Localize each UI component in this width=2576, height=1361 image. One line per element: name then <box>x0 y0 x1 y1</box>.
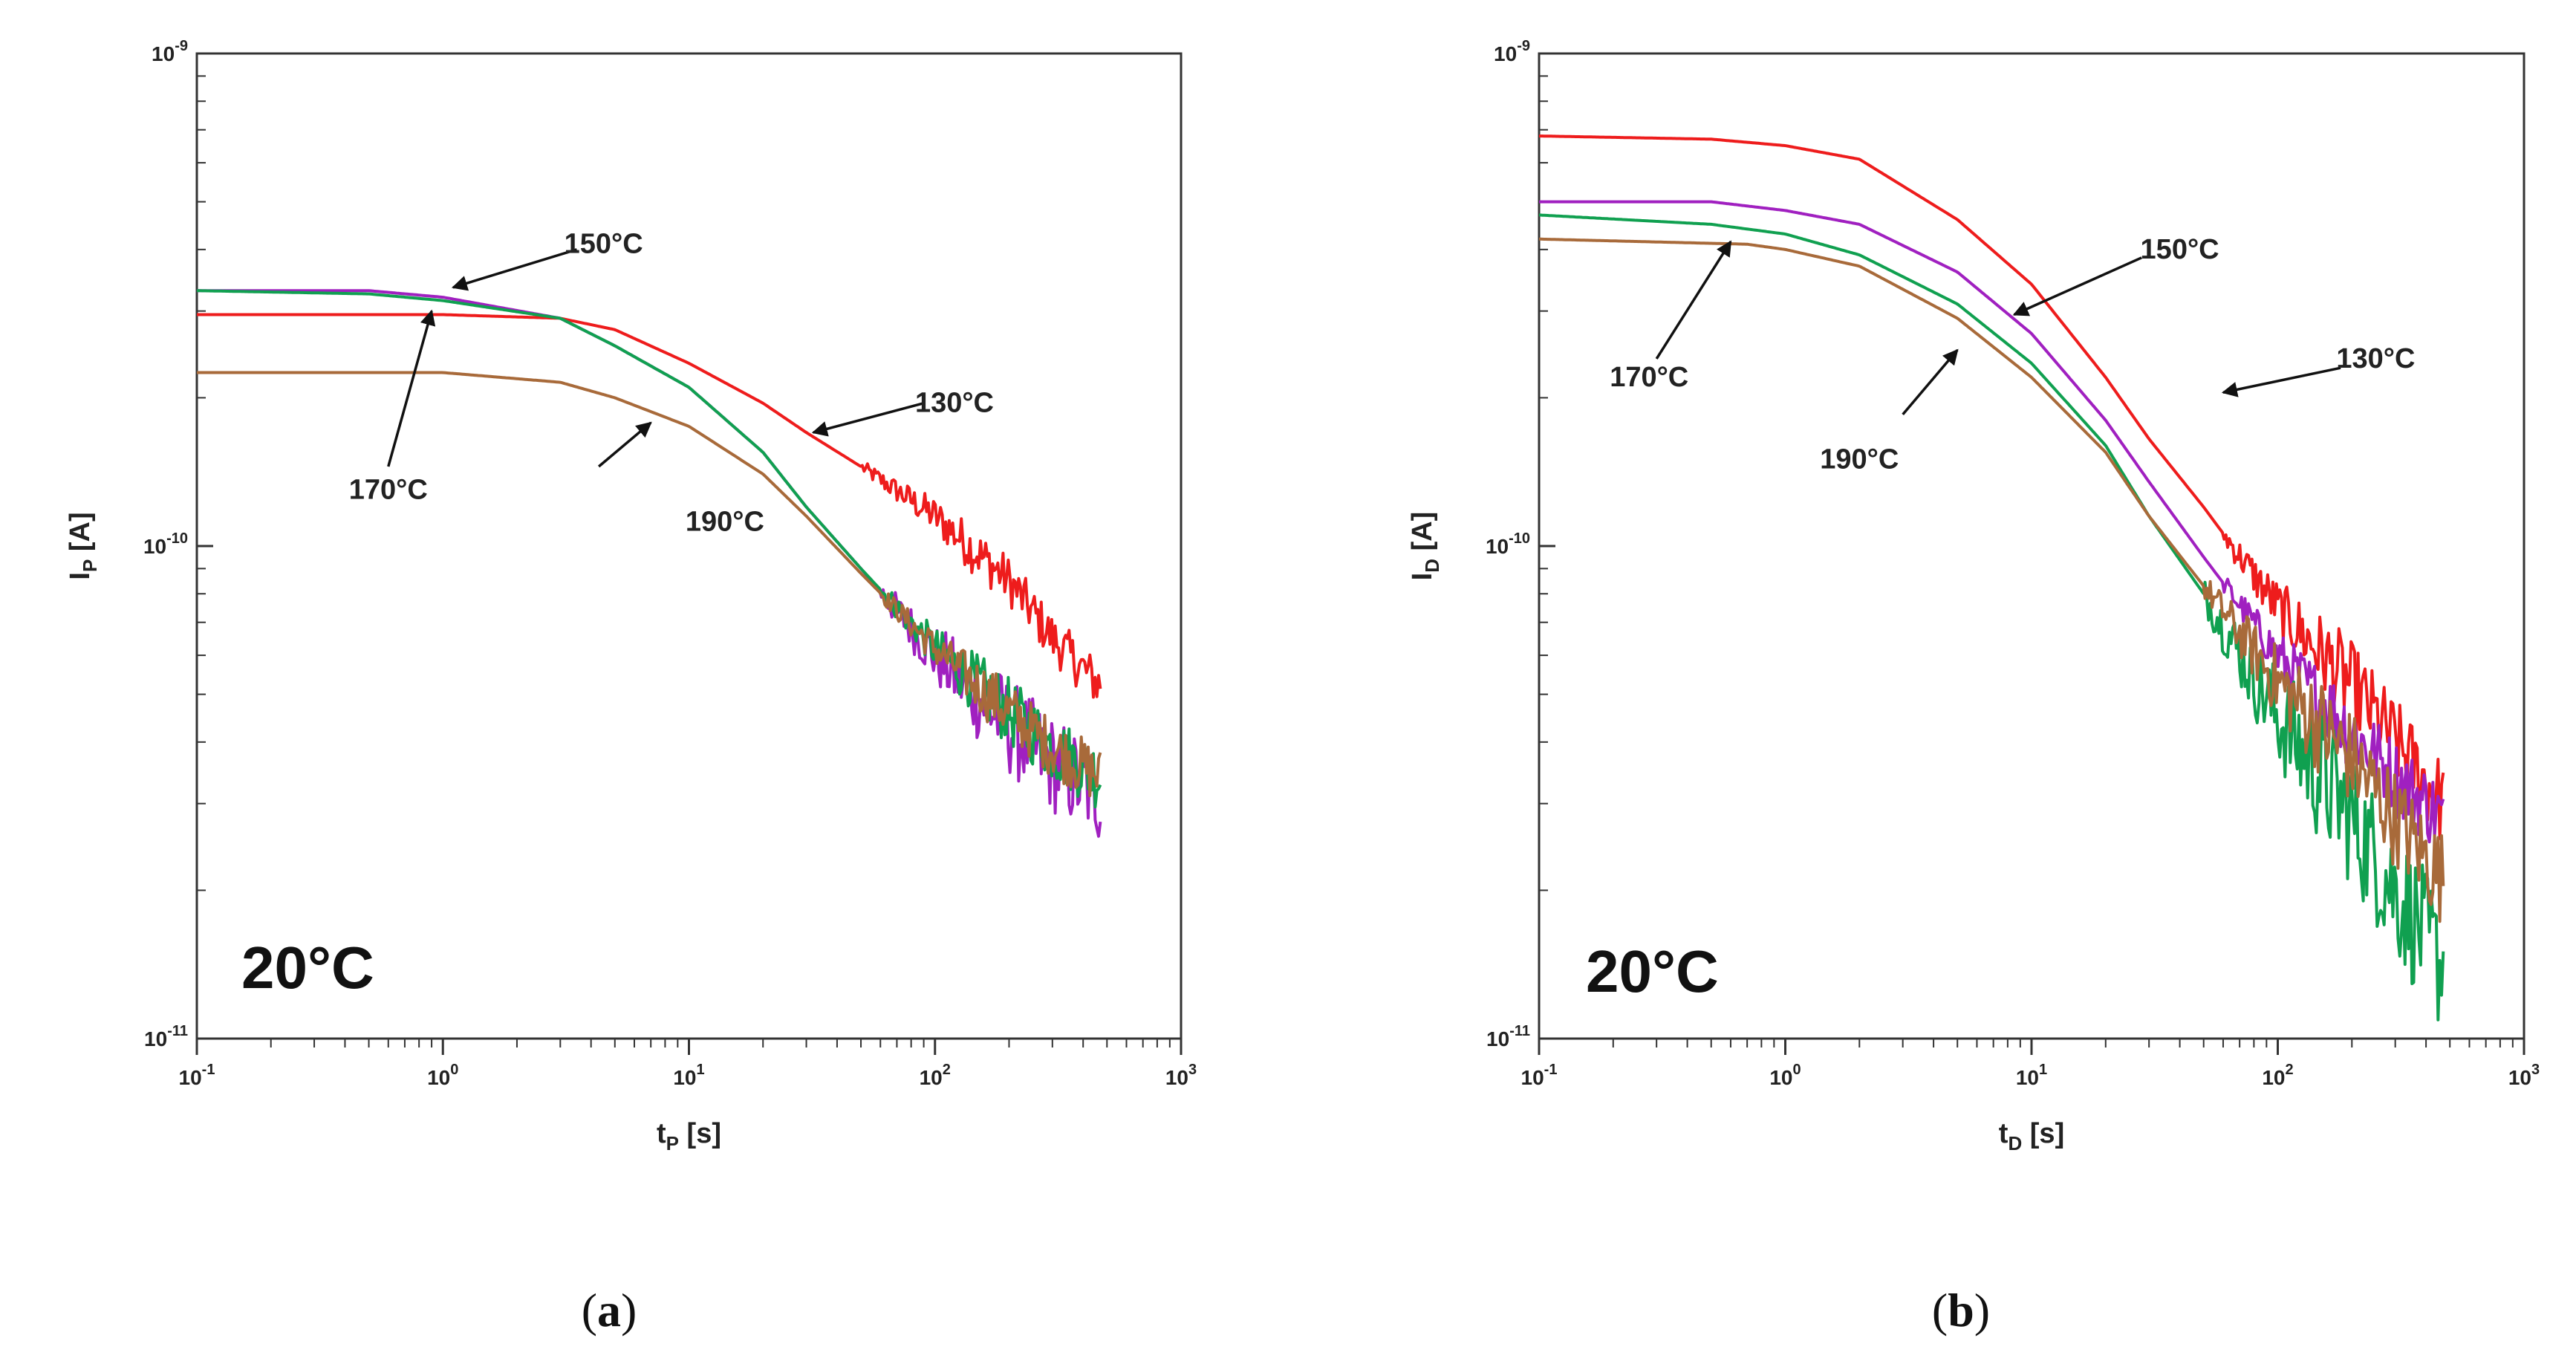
chart-panel-a: 10-1 100 101 102 103 10-11 10-10 10-9 tP [s] IP [… <box>65 38 1197 1336</box>
x-tick-label-b: 10-1 <box>1521 1062 1558 1089</box>
annotation-label-130c-b: 130°C <box>2336 343 2415 374</box>
plot-frame-a <box>195 52 1183 1040</box>
annotation-arrow-130c-b <box>2221 366 2341 397</box>
x-tick-label-a: 103 <box>1165 1062 1197 1089</box>
y-axis-label-a: IP [A] <box>65 512 101 579</box>
panel-label-a: (a) <box>582 1284 637 1336</box>
y-tick-label-b: 10-10 <box>1486 530 1530 558</box>
annotation-label-190c-a: 190°C <box>686 506 764 537</box>
series-line-170c-a <box>196 289 1102 809</box>
x-tick-label-b: 101 <box>2016 1062 2047 1089</box>
series-line-130c-a <box>197 313 1102 699</box>
x-tick-label-a: 10-1 <box>179 1062 215 1089</box>
annotation-arrow-150c-b <box>2012 256 2142 316</box>
y-tick-label-a: 10-10 <box>143 530 188 558</box>
x-tick-label-b: 102 <box>2262 1062 2293 1089</box>
y-axis-label-b: ID [A] <box>1407 512 1443 581</box>
temperature-label-a: 20°C <box>241 935 374 1001</box>
annotation-label-150c-a: 150°C <box>565 229 643 260</box>
annotation-label-170c-b: 170°C <box>1610 362 1688 393</box>
annotation-arrow-190c-b <box>1902 348 1959 415</box>
y-tick-label-b: 10-9 <box>1494 38 1530 65</box>
annotation-arrow-130c-a <box>811 402 925 437</box>
series-line-190c-a <box>197 371 1102 797</box>
x-tick-label-b: 103 <box>2508 1062 2540 1089</box>
x-tick-label-a: 100 <box>427 1062 458 1089</box>
annotation-arrow-170c-b <box>1655 240 1732 360</box>
temperature-label-b: 20°C <box>1586 938 1719 1004</box>
series-line-190c-b <box>1539 237 2445 923</box>
x-tick-label-b: 100 <box>1769 1062 1801 1089</box>
annotation-arrow-190c-a <box>597 421 652 468</box>
annotation-label-170c-a: 170°C <box>349 474 428 505</box>
x-tick-label-a: 102 <box>920 1062 951 1089</box>
x-axis-label-b: tD [s] <box>1999 1118 2064 1154</box>
x-tick-label-a: 101 <box>673 1062 704 1089</box>
y-tick-label-b: 10-11 <box>1486 1023 1530 1050</box>
panel-label-b: (b) <box>1932 1284 1990 1336</box>
annotation-label-150c-b: 150°C <box>2141 234 2219 265</box>
y-tick-label-a: 10-11 <box>144 1023 188 1050</box>
series-line-170c-b <box>1538 213 2445 1021</box>
x-axis-label-a: tP [s] <box>657 1118 721 1154</box>
series-line-150c-b <box>1539 200 2445 844</box>
annotation-label-190c-b: 190°C <box>1820 444 1899 475</box>
chart-panel-b: 10-1 100 101 102 103 10-11 10-10 10-9 tD [s] ID [… <box>1407 38 2540 1336</box>
annotation-arrow-150c-a <box>451 248 577 291</box>
annotation-arrow-170c-a <box>387 309 436 467</box>
annotation-label-130c-a: 130°C <box>915 388 994 419</box>
y-tick-label-a: 10-9 <box>152 38 188 65</box>
